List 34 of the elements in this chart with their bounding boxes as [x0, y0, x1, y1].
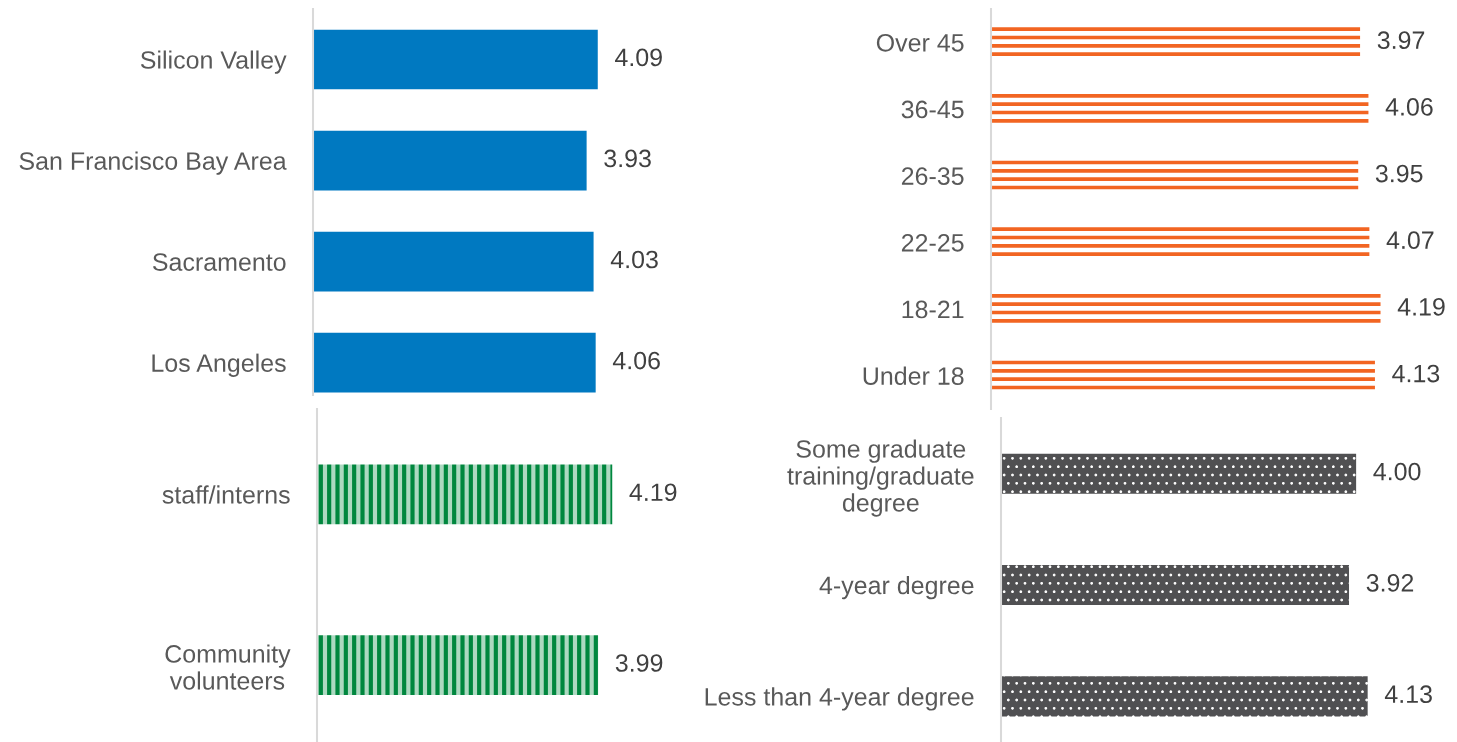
- data-label: 4.09: [615, 48, 662, 67]
- y-tick-label: Sacramento: [152, 253, 286, 271]
- y-tick-label: Los Angeles: [152, 353, 286, 377]
- bar: [313, 130, 587, 191]
- data-label: 3.92: [1366, 574, 1414, 592]
- data-label: 4.19: [629, 483, 677, 502]
- bar: [313, 29, 598, 90]
- y-tick-label: Silicon Valley: [140, 50, 287, 74]
- data-label: 4.00: [1373, 462, 1421, 481]
- y-tick-label: staff/interns: [162, 485, 290, 504]
- data-label: 4.19: [1397, 298, 1445, 316]
- data-label: 4.06: [612, 351, 660, 370]
- bar: [313, 332, 596, 393]
- y-tick-label: Less than 4-year degree: [705, 687, 974, 711]
- data-label: 3.93: [604, 149, 651, 168]
- y-tick-label: Under 18: [863, 366, 964, 385]
- bar: [313, 231, 594, 292]
- y-tick-label: Some graduate training/graduate degree: [787, 439, 974, 517]
- data-label: 4.06: [1385, 98, 1433, 116]
- data-label: 3.95: [1375, 164, 1423, 183]
- y-tick-label: 22-25: [901, 233, 964, 252]
- y-tick-label: Over 45: [876, 33, 964, 52]
- data-label: 3.99: [615, 654, 663, 672]
- data-label: 3.97: [1377, 31, 1425, 50]
- y-tick-label: 26-35: [901, 167, 964, 185]
- y-tick-label: 4-year degree: [819, 575, 974, 600]
- data-label: 4.07: [1386, 231, 1434, 250]
- data-label: 4.13: [1384, 685, 1432, 704]
- data-label: 4.13: [1392, 364, 1440, 383]
- y-tick-label: 36-45: [901, 100, 964, 119]
- y-tick-label: San Francisco Bay Area: [19, 151, 287, 175]
- data-label: 4.03: [610, 250, 658, 269]
- y-tick-label: Community volunteers: [165, 644, 291, 690]
- y-tick-label: 18-21: [902, 300, 964, 319]
